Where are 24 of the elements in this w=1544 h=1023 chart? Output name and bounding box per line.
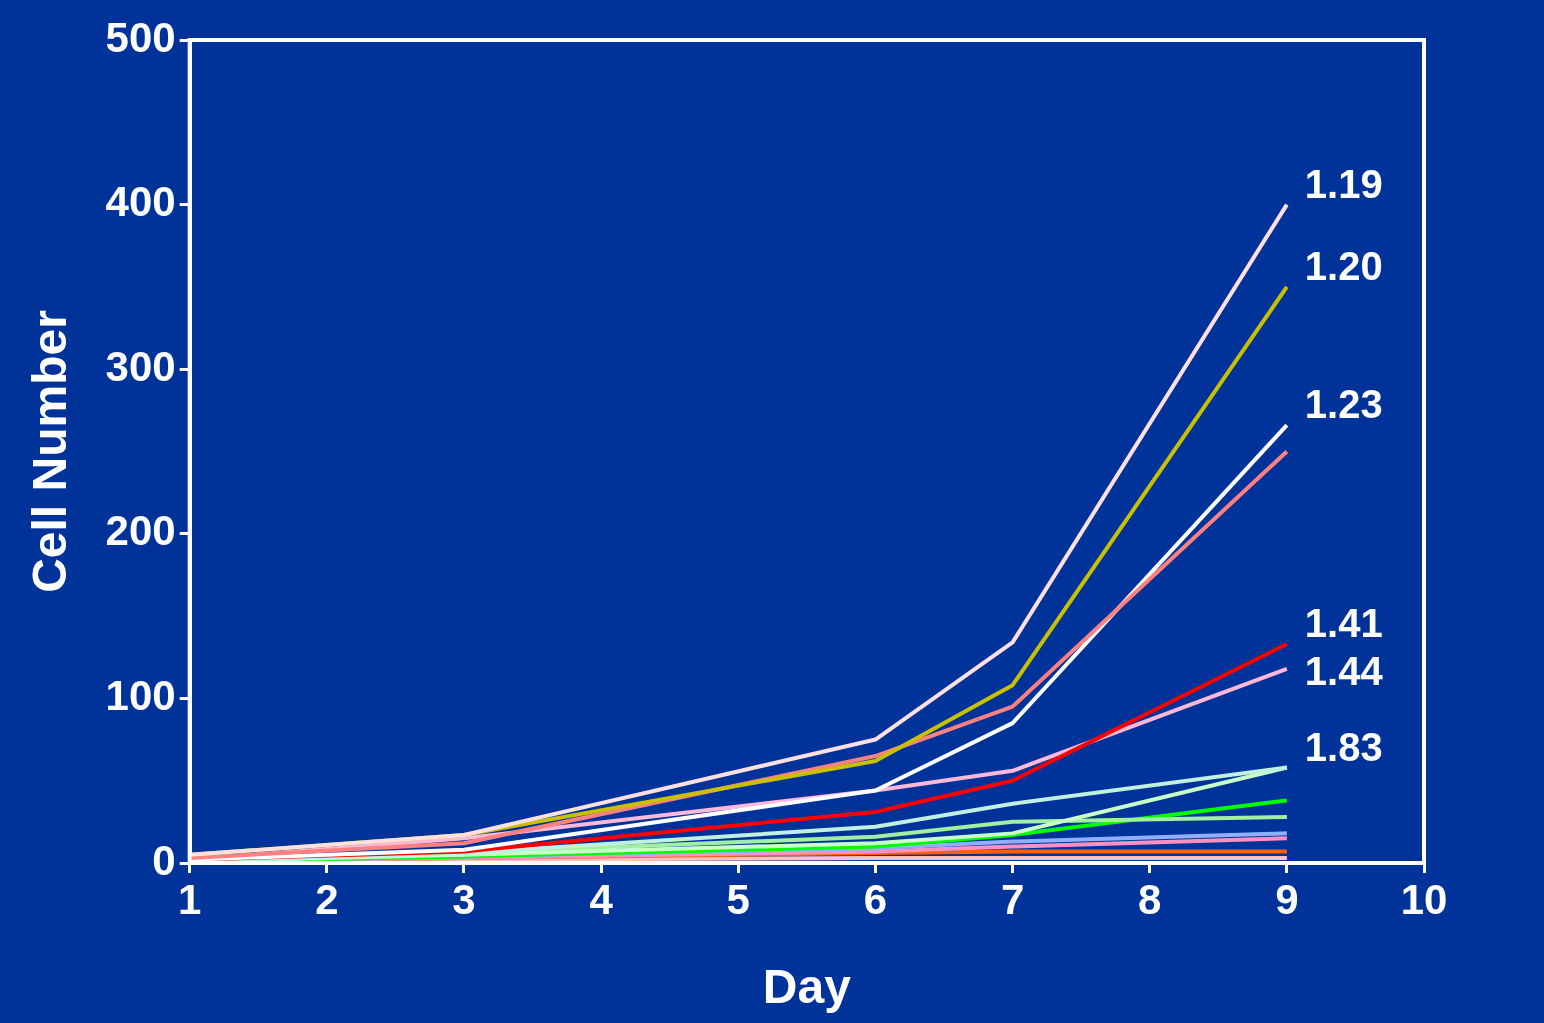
series-label: 1.41 (1304, 601, 1383, 646)
x-tick-label: 1 (178, 875, 202, 923)
y-tick-label: 400 (105, 178, 176, 226)
x-tick-label: 4 (589, 875, 614, 923)
series-label: 1.19 (1304, 161, 1383, 206)
x-tick-label: 3 (452, 875, 476, 923)
series-label: 1.44 (1304, 649, 1384, 694)
y-tick-label: 100 (105, 671, 176, 719)
series-label: 1.23 (1304, 382, 1383, 427)
series-label: 1.20 (1304, 243, 1383, 288)
x-tick-label: 8 (1138, 875, 1162, 923)
x-tick-label: 9 (1275, 875, 1299, 923)
y-tick-label: 200 (105, 507, 176, 555)
x-axis-title: Day (762, 960, 852, 1014)
x-tick-label: 10 (1400, 875, 1448, 923)
y-axis-title: Cell Number (23, 310, 77, 593)
y-tick-label: 500 (105, 13, 176, 61)
y-tick-label: 300 (105, 342, 176, 390)
y-tick-label: 0 (152, 836, 176, 884)
x-tick-label: 7 (1000, 875, 1025, 923)
series-label: 1.83 (1304, 724, 1383, 769)
x-tick-label: 6 (863, 875, 888, 923)
x-tick-label: 5 (726, 875, 750, 923)
x-tick-label: 2 (315, 875, 339, 923)
